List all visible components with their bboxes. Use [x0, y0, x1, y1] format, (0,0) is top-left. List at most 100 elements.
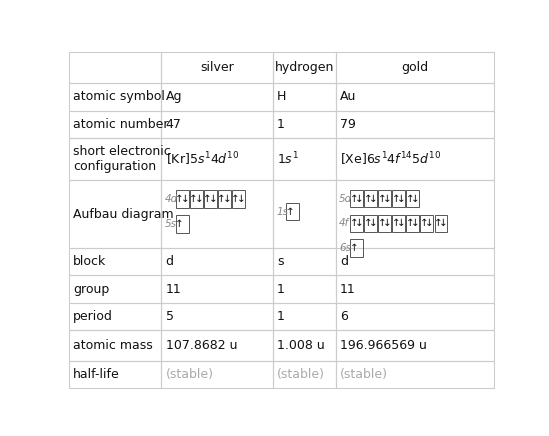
- Text: ↓: ↓: [439, 218, 448, 228]
- Text: s: s: [277, 255, 284, 269]
- Text: silver: silver: [200, 61, 234, 75]
- Text: 6s: 6s: [339, 243, 351, 253]
- Text: ↑: ↑: [363, 218, 372, 228]
- Bar: [69, 303, 161, 330]
- Text: 47: 47: [166, 118, 182, 131]
- Text: ↑: ↑: [231, 194, 240, 204]
- Bar: [336, 361, 494, 388]
- Text: half-life: half-life: [73, 368, 120, 381]
- Bar: [69, 181, 161, 249]
- Bar: [336, 303, 494, 330]
- Text: Au: Au: [340, 90, 356, 103]
- Text: hydrogen: hydrogen: [274, 61, 334, 75]
- Bar: [190, 191, 203, 208]
- Text: ↑: ↑: [419, 218, 428, 228]
- Text: ↑: ↑: [285, 207, 294, 217]
- Bar: [69, 249, 161, 276]
- Text: atomic symbol: atomic symbol: [73, 90, 165, 103]
- Text: 11: 11: [166, 283, 181, 296]
- Text: ↓: ↓: [223, 194, 232, 204]
- Text: ↑: ↑: [350, 218, 358, 228]
- Bar: [287, 203, 299, 221]
- Bar: [336, 330, 494, 361]
- Text: 5d: 5d: [339, 194, 352, 204]
- Bar: [273, 111, 336, 138]
- Text: atomic number: atomic number: [73, 118, 169, 131]
- Bar: [69, 330, 161, 361]
- Bar: [273, 330, 336, 361]
- Bar: [273, 83, 336, 111]
- Text: ↑: ↑: [391, 194, 400, 204]
- Text: ↑: ↑: [175, 194, 184, 204]
- Text: H: H: [277, 90, 287, 103]
- Bar: [204, 191, 217, 208]
- Bar: [378, 215, 391, 232]
- Text: 1: 1: [277, 310, 285, 323]
- Bar: [161, 330, 273, 361]
- Text: ↓: ↓: [411, 218, 420, 228]
- Text: ↓: ↓: [237, 194, 245, 204]
- Text: atomic mass: atomic mass: [73, 339, 153, 352]
- Text: 196.966569 u: 196.966569 u: [340, 339, 427, 352]
- Text: ↑: ↑: [406, 194, 414, 204]
- Bar: [161, 111, 273, 138]
- Bar: [393, 190, 405, 207]
- Text: 6: 6: [340, 310, 348, 323]
- Text: ↓: ↓: [383, 218, 392, 228]
- Text: ↑: ↑: [189, 194, 198, 204]
- Bar: [336, 181, 494, 249]
- Bar: [161, 138, 273, 181]
- Text: block: block: [73, 255, 106, 269]
- Text: period: period: [73, 310, 113, 323]
- Bar: [69, 83, 161, 111]
- Text: ↓: ↓: [397, 218, 406, 228]
- Text: $\mathregular{[Kr]5}s^14d^{10}$: $\mathregular{[Kr]5}s^14d^{10}$: [166, 150, 239, 168]
- Bar: [69, 276, 161, 303]
- Text: ↓: ↓: [369, 194, 378, 204]
- Text: ↑: ↑: [350, 243, 358, 253]
- Bar: [273, 52, 336, 83]
- Text: ↓: ↓: [425, 218, 434, 228]
- Text: d: d: [340, 255, 348, 269]
- Text: 1.008 u: 1.008 u: [277, 339, 325, 352]
- Bar: [350, 190, 363, 207]
- Bar: [69, 111, 161, 138]
- Text: 5: 5: [166, 310, 173, 323]
- Text: ↑: ↑: [434, 218, 442, 228]
- Text: ↑: ↑: [391, 218, 400, 228]
- Text: ↓: ↓: [411, 194, 420, 204]
- Text: ↑: ↑: [363, 194, 372, 204]
- Text: d: d: [166, 255, 173, 269]
- Bar: [406, 215, 419, 232]
- Bar: [421, 215, 433, 232]
- Text: $\mathregular{1}s^1$: $\mathregular{1}s^1$: [277, 151, 299, 167]
- Text: 5s: 5s: [165, 219, 177, 229]
- Text: ↓: ↓: [397, 194, 406, 204]
- Text: $\mathregular{[Xe]6}s^14f^{14}5d^{10}$: $\mathregular{[Xe]6}s^14f^{14}5d^{10}$: [340, 150, 441, 168]
- Bar: [350, 215, 363, 232]
- Bar: [161, 303, 273, 330]
- Bar: [336, 276, 494, 303]
- Text: ↓: ↓: [355, 218, 364, 228]
- Bar: [69, 138, 161, 181]
- Bar: [336, 83, 494, 111]
- Text: gold: gold: [401, 61, 429, 75]
- Bar: [378, 190, 391, 207]
- Bar: [69, 52, 161, 83]
- Text: Ag: Ag: [166, 90, 182, 103]
- Text: 79: 79: [340, 118, 356, 131]
- Bar: [218, 191, 231, 208]
- Text: ↑: ↑: [406, 218, 414, 228]
- Bar: [273, 303, 336, 330]
- Text: short electronic
configuration: short electronic configuration: [73, 145, 171, 173]
- Bar: [365, 190, 377, 207]
- Text: 107.8682 u: 107.8682 u: [166, 339, 237, 352]
- Bar: [406, 190, 419, 207]
- Bar: [336, 52, 494, 83]
- Bar: [176, 191, 189, 208]
- Text: 11: 11: [340, 283, 356, 296]
- Bar: [365, 215, 377, 232]
- Text: ↓: ↓: [355, 194, 364, 204]
- Bar: [435, 215, 447, 232]
- Text: 1: 1: [277, 283, 285, 296]
